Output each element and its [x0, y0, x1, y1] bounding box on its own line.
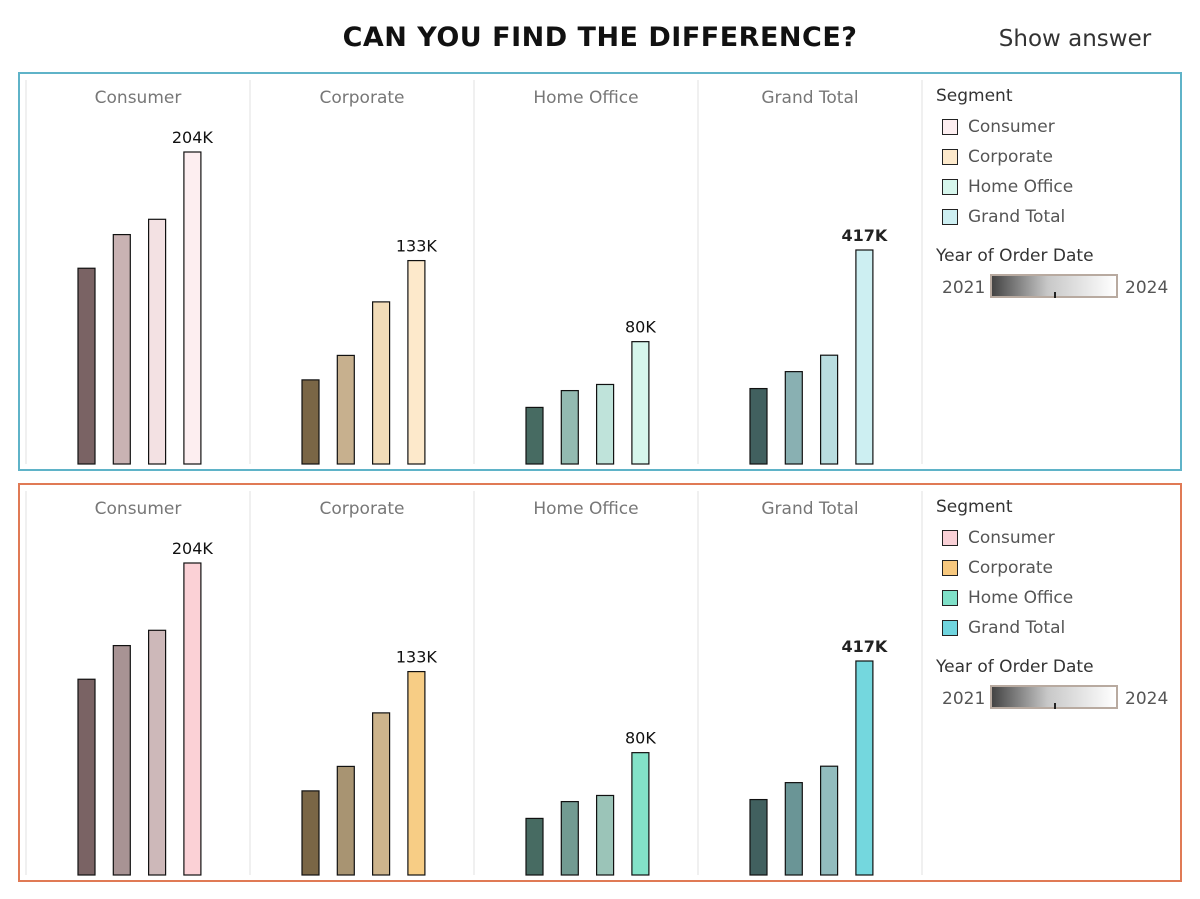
bar — [819, 354, 839, 465]
bar — [372, 301, 391, 465]
legend-bottom: Segment Consumer Corporate Home Office G… — [936, 497, 1176, 713]
year-gradient-tick — [1054, 292, 1056, 298]
chart-panel-bottom: Consumer 204K Corporate 133K Home Office 80K G… — [18, 483, 1182, 882]
facet-label: Consumer — [95, 499, 182, 519]
legend-label: Corporate — [968, 558, 1053, 578]
legend-label: Home Office — [968, 177, 1074, 197]
legend-swatch — [942, 179, 958, 195]
bar — [407, 670, 426, 876]
year-start-label: 2021 — [942, 278, 986, 298]
bar — [112, 233, 131, 465]
bar — [855, 249, 874, 465]
data-label: 80K — [625, 318, 656, 337]
data-label: 417K — [842, 226, 888, 245]
bar — [784, 371, 803, 465]
facet-label: Consumer — [95, 88, 182, 108]
bar — [749, 798, 768, 876]
legend-item-consumer[interactable]: Consumer — [936, 112, 1176, 142]
bar — [301, 790, 320, 876]
year-legend-title: Year of Order Date — [936, 657, 1094, 677]
legend-title: Segment — [936, 86, 1013, 106]
bar — [112, 644, 131, 876]
year-end-label: 2024 — [1125, 278, 1169, 298]
legend-swatch — [942, 560, 958, 576]
year-legend-title: Year of Order Date — [936, 246, 1094, 266]
data-label: 417K — [842, 637, 888, 656]
legend-item-home-office[interactable]: Home Office — [936, 172, 1176, 202]
legend-item-grand-total[interactable]: Grand Total — [936, 202, 1176, 232]
page-title: CAN YOU FIND THE DIFFERENCE? — [342, 22, 858, 53]
bar — [525, 817, 544, 876]
bar — [77, 267, 96, 465]
bar — [595, 383, 615, 465]
legend-label: Consumer — [968, 528, 1055, 548]
legend-label: Home Office — [968, 588, 1074, 608]
facet-label: Corporate — [320, 88, 405, 108]
data-label: 204K — [172, 539, 214, 558]
bar — [819, 765, 839, 876]
legend-swatch — [942, 149, 958, 165]
bar — [560, 389, 579, 465]
bar — [560, 800, 579, 876]
data-label: 80K — [625, 729, 656, 748]
legend-top: Segment Consumer Corporate Home Office G… — [936, 86, 1176, 302]
facet-label: Grand Total — [761, 499, 858, 519]
year-start-label: 2021 — [942, 689, 986, 709]
facet-label: Home Office — [533, 88, 638, 108]
legend-label: Grand Total — [968, 618, 1066, 638]
bar — [301, 379, 320, 465]
bar — [183, 151, 202, 465]
facet-label: Grand Total — [761, 88, 858, 108]
bar — [372, 712, 391, 876]
bar-chart-top: Consumer 204K Corporate 133K Home Office 80K G… — [25, 80, 923, 465]
legend-item-corporate[interactable]: Corporate — [936, 553, 1176, 583]
year-gradient-legend: 2021 2024 — [936, 272, 1176, 302]
legend-title: Segment — [936, 497, 1013, 517]
year-gradient-tick — [1054, 703, 1056, 709]
legend-label: Grand Total — [968, 207, 1066, 227]
bar — [525, 406, 544, 465]
bar — [336, 765, 355, 876]
bar — [148, 218, 167, 465]
legend-item-consumer[interactable]: Consumer — [936, 523, 1176, 553]
year-end-label: 2024 — [1125, 689, 1169, 709]
chart-panel-top: Consumer 204K Corporate 133K Home Office 80K G… — [18, 72, 1182, 471]
legend-label: Consumer — [968, 117, 1055, 137]
legend-item-home-office[interactable]: Home Office — [936, 583, 1176, 613]
legend-item-grand-total[interactable]: Grand Total — [936, 613, 1176, 643]
year-gradient-legend: 2021 2024 — [936, 683, 1176, 713]
legend-swatch — [942, 119, 958, 135]
legend-label: Corporate — [968, 147, 1053, 167]
show-answer-button[interactable]: Show answer — [998, 26, 1152, 52]
bar — [148, 629, 167, 876]
data-label: 204K — [172, 128, 214, 147]
facet-label: Corporate — [320, 499, 405, 519]
bar — [77, 678, 96, 876]
legend-swatch — [942, 209, 958, 225]
bar — [784, 782, 803, 876]
legend-swatch — [942, 620, 958, 636]
bar — [855, 660, 874, 876]
data-label: 133K — [396, 648, 438, 667]
bar — [631, 752, 650, 876]
bar — [595, 794, 615, 876]
bar — [407, 259, 426, 465]
legend-item-corporate[interactable]: Corporate — [936, 142, 1176, 172]
bar — [749, 387, 768, 465]
facet-label: Home Office — [533, 499, 638, 519]
legend-swatch — [942, 590, 958, 606]
legend-swatch — [942, 530, 958, 546]
bar — [336, 354, 355, 465]
data-label: 133K — [396, 237, 438, 256]
bar — [631, 341, 650, 465]
bar-chart-bottom: Consumer 204K Corporate 133K Home Office 80K G… — [25, 491, 923, 876]
bar — [183, 562, 202, 876]
